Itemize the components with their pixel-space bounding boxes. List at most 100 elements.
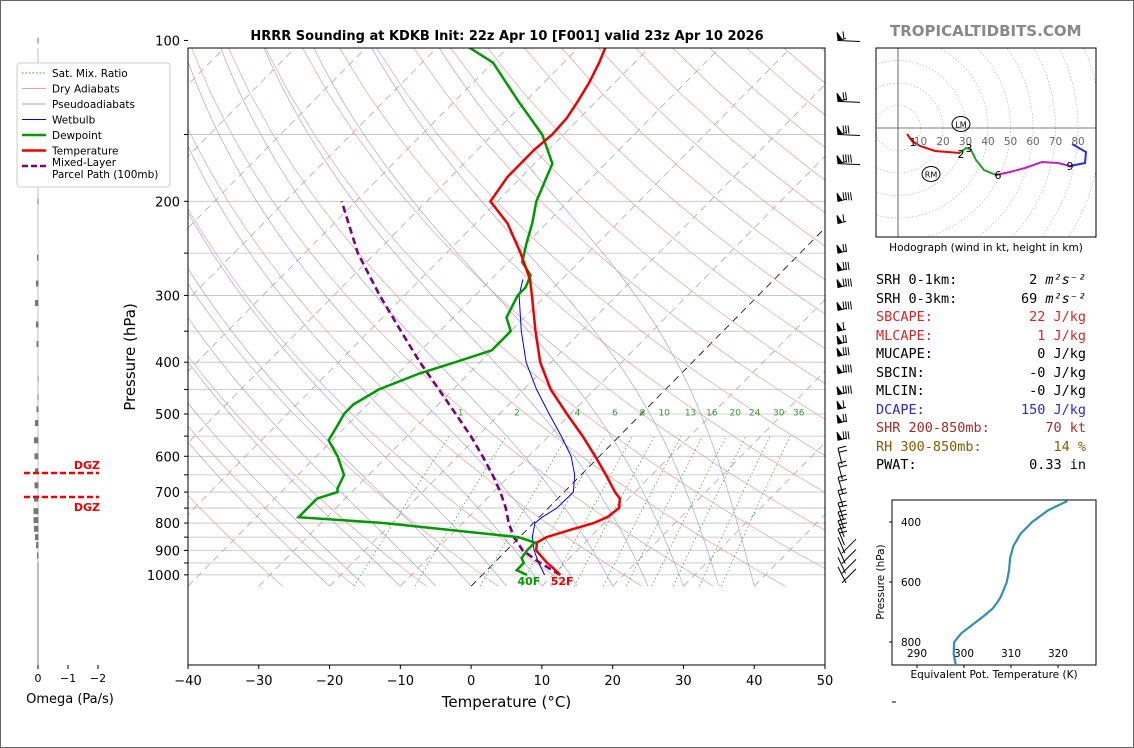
wind-barb-feather [838,492,848,496]
stat-row: MLCIN: -0 J/kg [876,383,1096,402]
wind-barb [836,401,847,410]
dry-adiabat [487,48,825,349]
stats-panel: SRH 0-1km: 2 m²s⁻² SRH 0-3km: 69 m²s⁻² SBCAP… [876,272,1096,476]
wind-barb [836,126,847,136]
omega-bar [35,300,39,307]
hodograph-km-label: 2 [958,148,965,161]
wind-barb-feather [847,192,850,201]
mixing-ratio-label: 24 [749,409,761,419]
stat-value: 0 J/kg [1037,346,1086,362]
legend-pseudoadiabats-label: Pseudoadiabats [52,99,135,111]
stat-value: 2 m²s⁻² [1029,272,1086,288]
dry-adiabat [188,127,642,587]
wind-barb [836,215,847,225]
omega-bar [35,420,39,427]
mixing-ratio-label: 30 [773,409,785,419]
wind-barbs [836,31,861,584]
stat-number: 1 J/kg [1037,327,1086,344]
y-tick-label: 800 [155,517,180,532]
wind-barb-feather [837,500,847,504]
stat-value: 70 kt [1045,420,1086,436]
mixing-ratio-label: 13 [685,409,696,419]
theta-e-x-tick-label: 310 [1001,648,1021,660]
stat-label: MLCAPE: [876,327,933,344]
wind-barb-shaft [837,134,861,137]
x-tick-label: −20 [316,674,343,689]
wind-barb-feather [845,431,847,440]
stat-label: SRH 0-3km: [876,290,958,307]
wind-barb-feather [838,478,848,482]
hodograph-segment [1069,143,1088,167]
stat-value: 1 J/kg [1037,328,1086,344]
wind-barb-shaft [837,528,845,546]
wind-barb-feather [845,92,847,101]
wind-barb-feather [842,244,845,253]
pseudoadiabat [188,402,366,587]
hodograph-border [875,47,1097,238]
hodograph-ring-label: 70 [1049,136,1062,148]
wind-barb [836,279,847,289]
stat-value: -0 J/kg [1029,365,1086,381]
pseudoadiabat [188,211,507,587]
isotherm [188,48,438,301]
omega-bar [34,437,39,444]
isotherm [188,48,721,587]
wind-barb-feather [850,301,852,310]
wind-barb-feather [845,154,847,163]
wind-barb-shaft [837,448,843,465]
theta-e-border [891,499,1097,666]
hodograph: 10 20 30 40 50 60 70 80 1 2 3 6 9 RM LM Hodograph (wind… [875,47,1097,254]
dry-adiabat [339,48,825,493]
omega-bar [34,495,39,502]
wind-barb-feather [838,504,848,508]
hodograph-km-label: 1 [910,136,917,149]
stat-value: -0 J/kg [1029,383,1086,399]
wind-barb-feather [847,301,850,310]
stat-row: DCAPE: 150 J/kg [876,402,1096,421]
stat-number: 69 [1020,290,1038,307]
mixing-ratio-line [353,435,450,587]
wind-barb [836,93,847,102]
stat-row: MLCAPE: 1 J/kg [876,328,1096,347]
pseudoadiabat [188,317,436,587]
wind-barb-feather [850,278,852,287]
stat-value: 150 J/kg [1021,402,1086,418]
wind-barb-feather [845,385,847,394]
wind-barb-feather [842,214,845,223]
stat-number: 0.33 in [1029,457,1086,473]
y-tick-label: 500 [155,408,180,423]
wind-barb-feather [847,278,850,287]
dry-adiabat [302,48,825,531]
wind-barb-shaft [837,490,844,507]
y-tick-label: 900 [155,544,180,559]
wind-barb-feather [845,261,847,271]
stat-unit: m²s⁻² [1037,290,1086,307]
isotherm [188,48,650,516]
stat-label: SBCIN: [876,364,925,381]
y-axis-label: Pressure (hPa) [121,303,139,411]
wind-barb-feather [847,154,850,163]
hodograph-ring-label: 20 [936,136,949,148]
wind-barb-feather [842,364,845,373]
legend-dewpoint-label: Dewpoint [52,130,102,142]
wind-barb-feather [842,347,845,356]
stat-number: -0 J/kg [1029,364,1086,381]
theta-e-panel: 290 300 310 320 400 600 800 Equivalent Pot. Tem… [875,499,1097,703]
pseudoadiabat [188,268,472,587]
wind-barb-feather [837,509,847,513]
stat-row: SBCAPE: 22 J/kg [876,309,1096,328]
dgz-bottom-label: DGZ [74,501,100,514]
pseudoadiabat [313,48,684,587]
wind-barb-feather [842,431,845,440]
pseudoadiabat [188,361,401,587]
stat-label: DCAPE: [876,401,925,418]
wind-barb-feather [847,125,850,134]
stat-row: SRH 0-3km: 69 m²s⁻² [876,291,1096,310]
wind-barb [836,262,847,272]
mixing-ratio-line [602,435,682,587]
plot-border [187,47,826,666]
wind-barb-feather [845,278,847,287]
rm-label: RM [925,171,938,180]
omega-bar [37,552,39,559]
